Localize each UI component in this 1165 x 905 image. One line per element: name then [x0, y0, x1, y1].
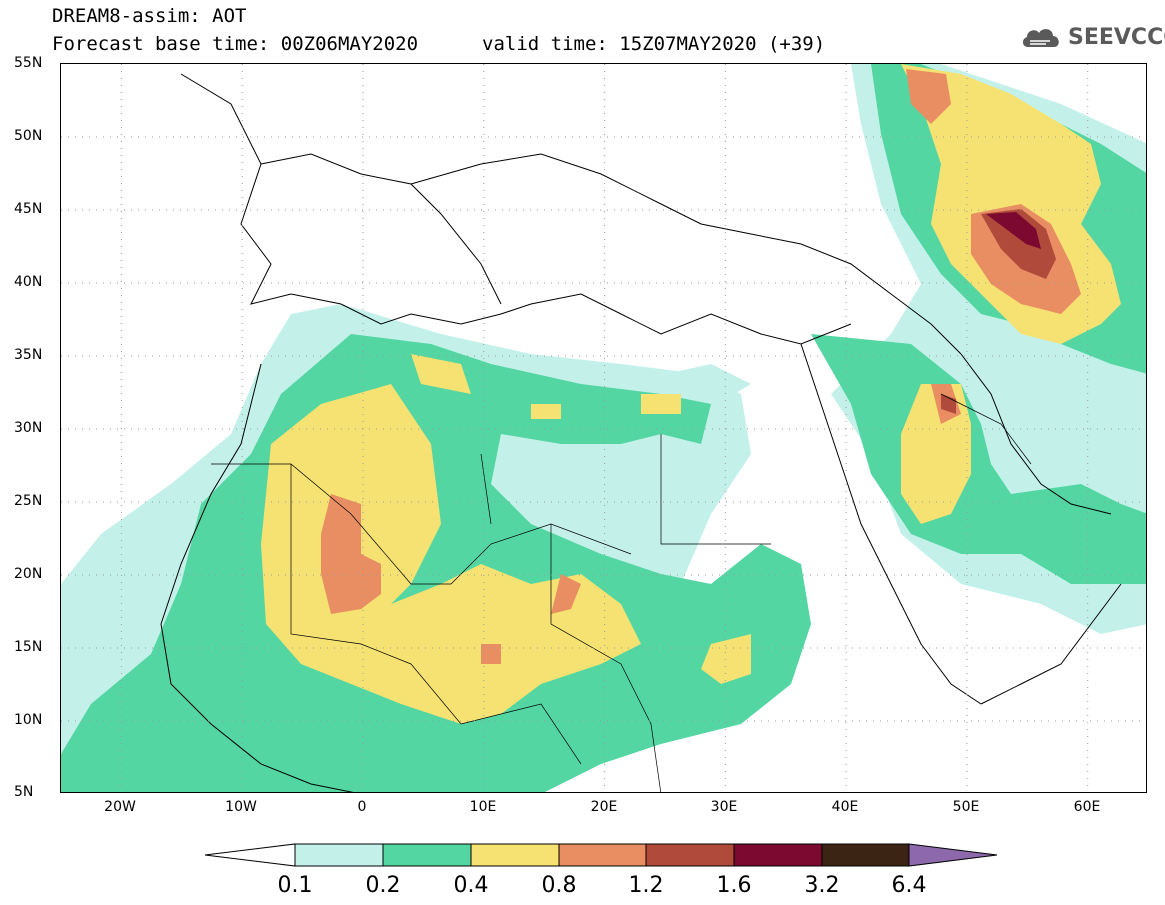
forecast-base-time: Forecast base time: 00Z06MAY2020: [52, 33, 419, 55]
lat-label: 40N: [14, 274, 43, 290]
colorbar-label: 1.6: [716, 873, 752, 898]
graticule: [61, 64, 1146, 792]
colorbar-swatch: [382, 843, 472, 867]
map-area[interactable]: [60, 63, 1147, 793]
lon-label: 40E: [831, 799, 859, 815]
aot-layer-1.6: [986, 212, 1041, 249]
lat-label: 10N: [14, 712, 43, 728]
seevccc-logo: SEEVCCC: [1020, 24, 1165, 50]
lat-label: 45N: [14, 201, 43, 217]
valid-time: valid time: 15Z07MAY2020 (+39): [482, 33, 826, 55]
colorbar-swatch: [470, 843, 560, 867]
colorbar-swatch: [733, 843, 823, 867]
colorbar-swatch: [294, 843, 384, 867]
lon-label: 60E: [1073, 799, 1101, 815]
colorbar-swatch: [821, 843, 910, 867]
lon-label: 0: [357, 799, 367, 815]
lat-label: 35N: [14, 347, 43, 363]
lon-label: 10E: [469, 799, 497, 815]
aot-layer-1.2: [941, 209, 1056, 414]
colorbar-swatches: [204, 843, 998, 867]
lat-label: 55N: [14, 55, 43, 71]
lat-label: 30N: [14, 420, 43, 436]
lat-label: 15N: [14, 639, 43, 655]
colorbar-label: 6.4: [891, 873, 927, 898]
lat-label: 25N: [14, 493, 43, 509]
map-title: DREAM8-assim: AOT: [52, 5, 247, 27]
lon-label: 20E: [590, 799, 618, 815]
lat-label: 5N: [14, 784, 34, 800]
logo-text: SEEVCCC: [1068, 24, 1165, 50]
colorbar-label: 0.8: [541, 873, 577, 898]
lat-label: 50N: [14, 128, 43, 144]
aot-map: [61, 64, 1146, 792]
colorbar-label: 0.1: [277, 873, 313, 898]
colorbar-label: 3.2: [804, 873, 840, 898]
coastlines: [160, 73, 1122, 792]
colorbar-arrow-high: [908, 843, 998, 867]
colorbar: [204, 840, 1000, 874]
colorbar-label: 0.4: [453, 873, 489, 898]
cloud-icon: [1022, 29, 1059, 47]
colorbar-swatch: [645, 843, 735, 867]
lon-label: 50E: [952, 799, 980, 815]
colorbar-label: 0.2: [365, 873, 401, 898]
lat-label: 20N: [14, 566, 43, 582]
lon-label: 20W: [104, 799, 136, 815]
colorbar-arrow-low: [204, 843, 296, 867]
borders: [211, 393, 1032, 792]
lon-label: 10W: [225, 799, 257, 815]
colorbar-label: 1.2: [628, 873, 664, 898]
colorbar-swatch: [558, 843, 647, 867]
lon-label: 30E: [710, 799, 738, 815]
